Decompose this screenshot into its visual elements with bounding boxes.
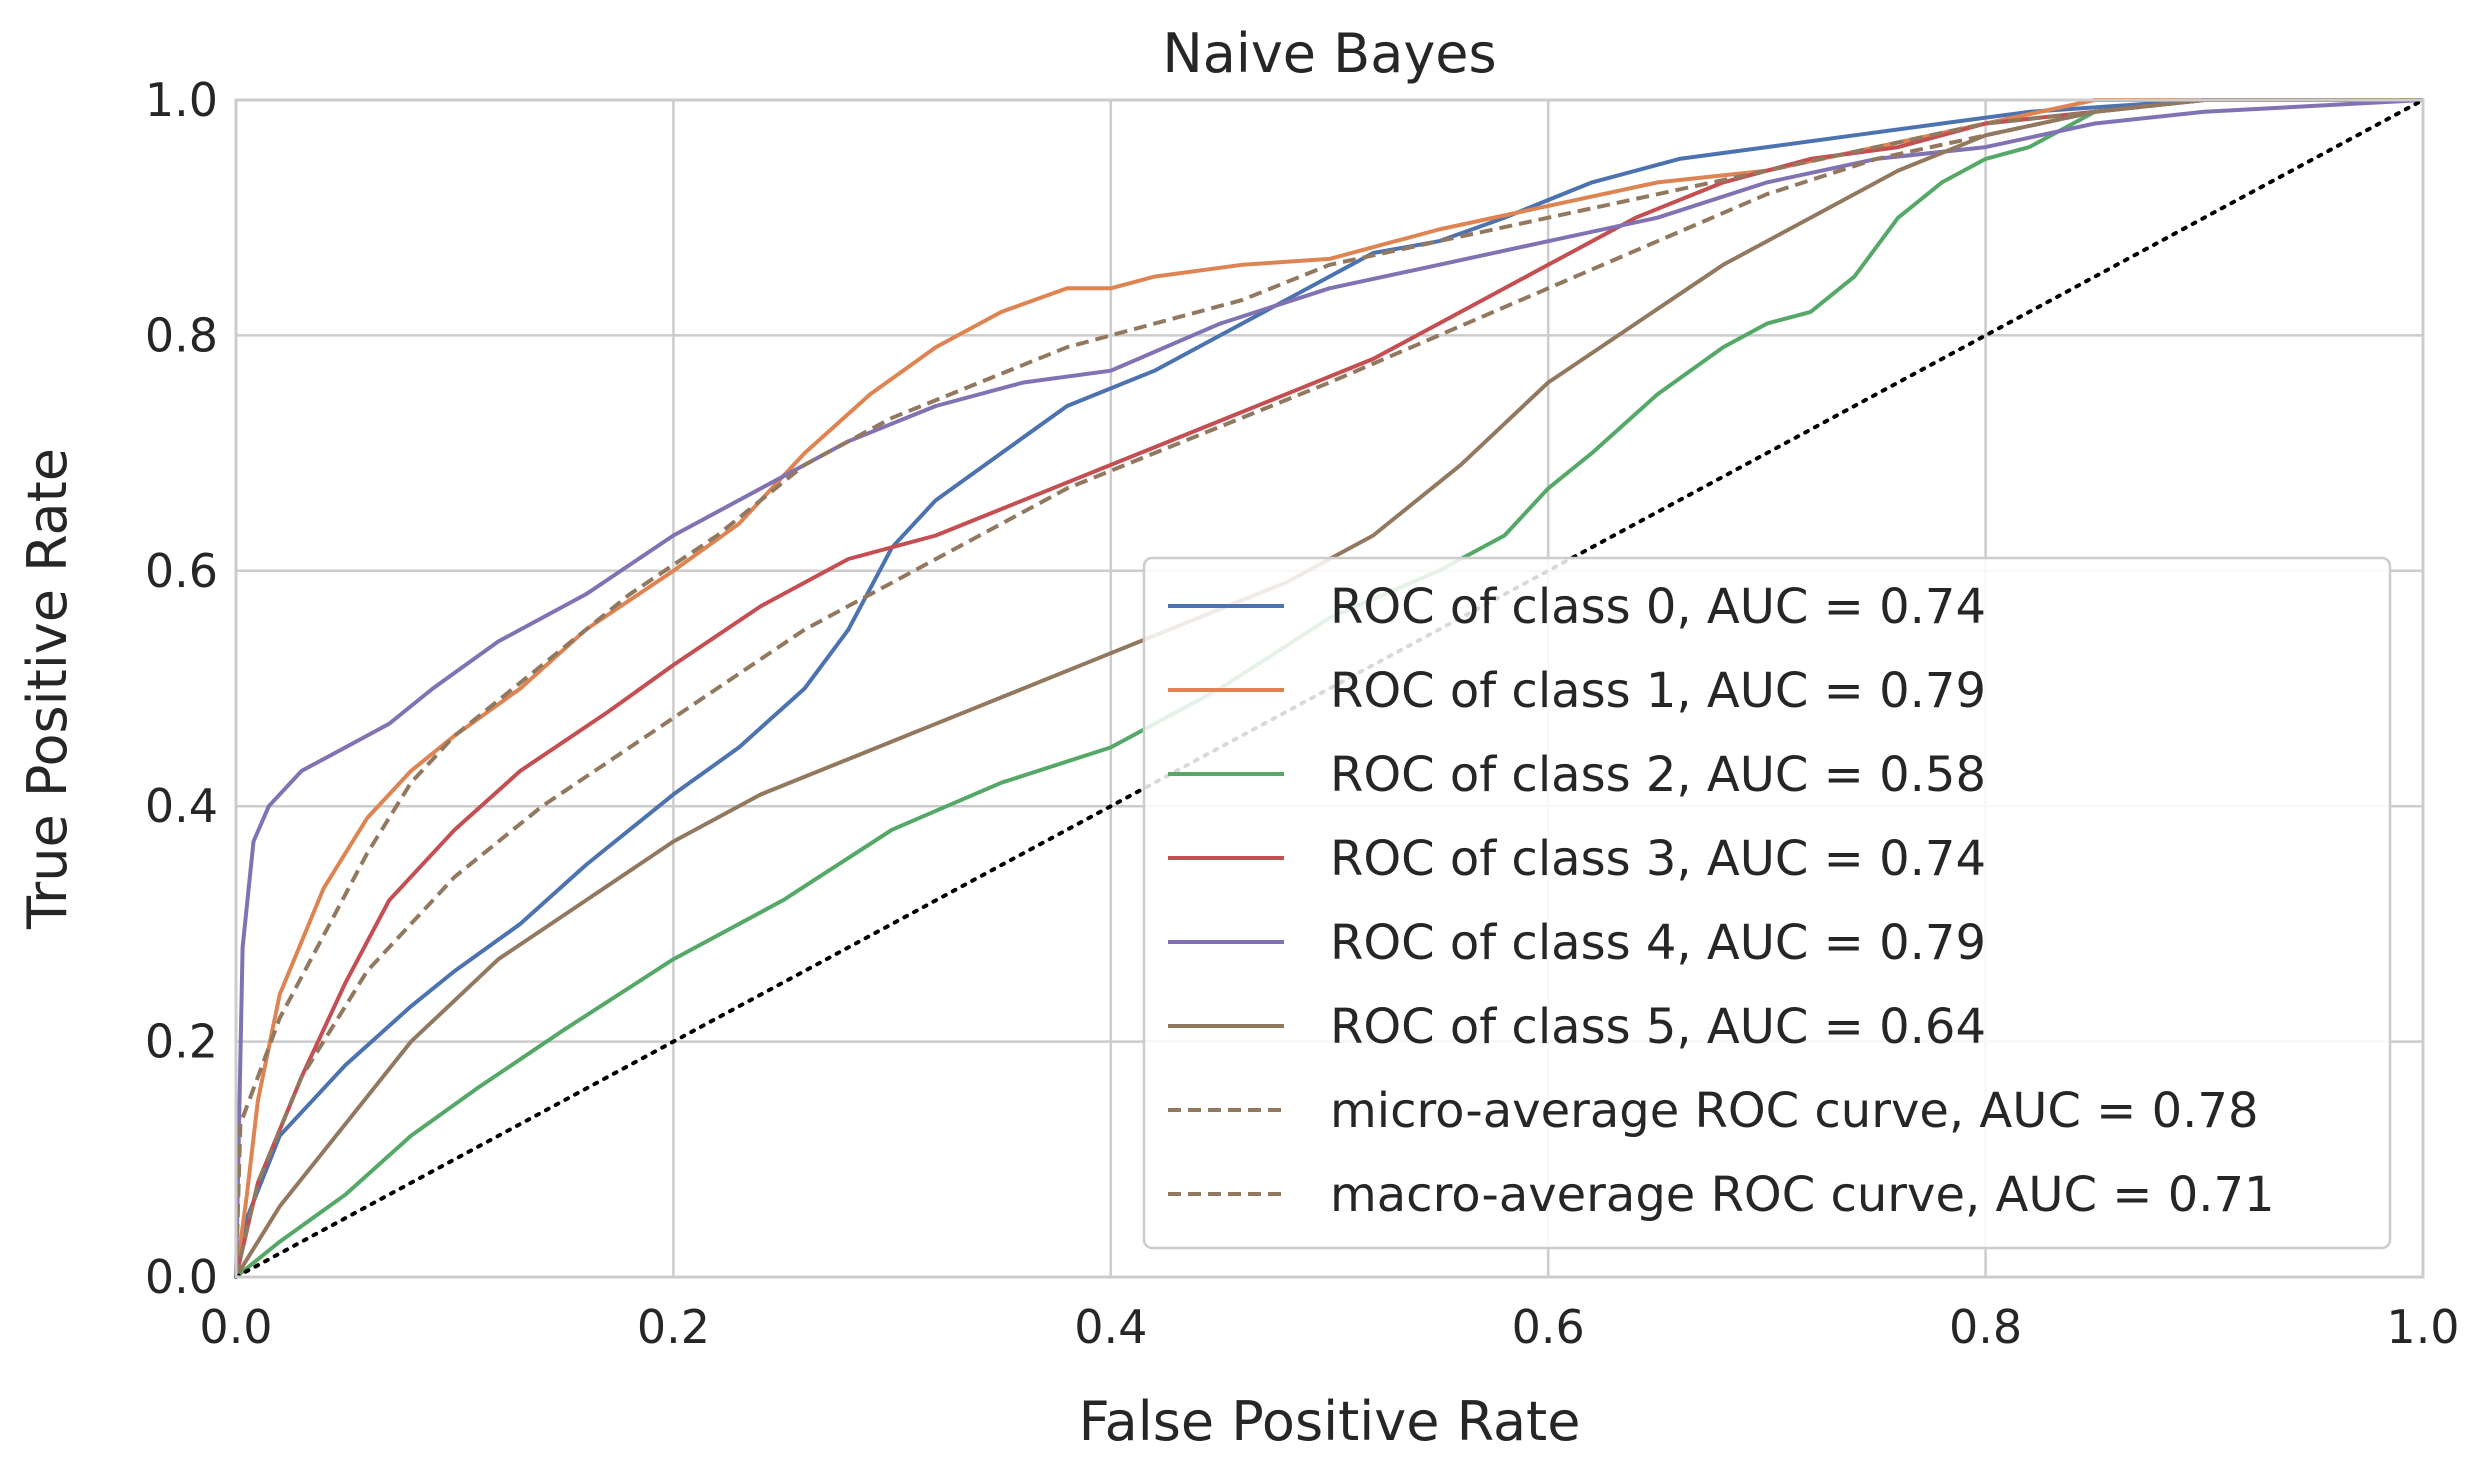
x-tick-label: 1.0 (2386, 1300, 2459, 1354)
plot-frame (234, 98, 2425, 1279)
x-tick-label: 0.6 (1512, 1300, 1585, 1354)
y-tick-label: 0.4 (145, 779, 218, 833)
y-tick-label: 0.8 (145, 308, 218, 362)
legend-box (1142, 556, 2392, 1250)
legend: ROC of class 0, AUC = 0.74 ROC of class 1… (1142, 556, 2392, 1250)
x-tick-label: 0.8 (1949, 1300, 2022, 1354)
y-axis-title: True Positive Rate (16, 448, 79, 930)
roc-curve-6 (234, 98, 2423, 1278)
tick-labels: 0.0 0.2 0.4 0.6 0.8 1.0 0.0 0.2 0.4 0.6 0.8 1.0 (145, 73, 2460, 1354)
y-tick-label: 0.6 (145, 544, 218, 598)
legend-label: macro-average ROC curve, AUC = 0.71 (1330, 1167, 2275, 1223)
x-tick-label: 0.4 (1074, 1300, 1147, 1354)
y-tick-label: 0.0 (145, 1250, 218, 1304)
legend-label: micro-average ROC curve, AUC = 0.78 (1330, 1083, 2259, 1139)
x-tick-label: 0.2 (637, 1300, 710, 1354)
y-tick-label: 0.2 (145, 1015, 218, 1069)
x-tick-label: 0.0 (199, 1300, 272, 1354)
y-tick-label: 1.0 (145, 73, 218, 127)
roc-curve-2 (234, 98, 2423, 1279)
legend-label: ROC of class 4, AUC = 0.79 (1330, 915, 1986, 971)
roc-curve-4 (234, 98, 2424, 1278)
chart-title: Naive Bayes (1162, 22, 1496, 85)
legend-label: ROC of class 3, AUC = 0.74 (1330, 831, 1986, 887)
x-axis-title: False Positive Rate (1079, 1390, 1581, 1453)
roc-curves (234, 98, 2425, 1279)
legend-label: ROC of class 5, AUC = 0.64 (1330, 999, 1986, 1055)
roc-curve-3 (234, 98, 2423, 1278)
legend-label: ROC of class 2, AUC = 0.58 (1330, 747, 1986, 803)
legend-label: ROC of class 1, AUC = 0.79 (1330, 663, 1986, 719)
roc-curve-7 (234, 98, 2423, 1278)
roc-curve-0 (234, 98, 2423, 1278)
legend-label: ROC of class 0, AUC = 0.74 (1330, 579, 1986, 635)
